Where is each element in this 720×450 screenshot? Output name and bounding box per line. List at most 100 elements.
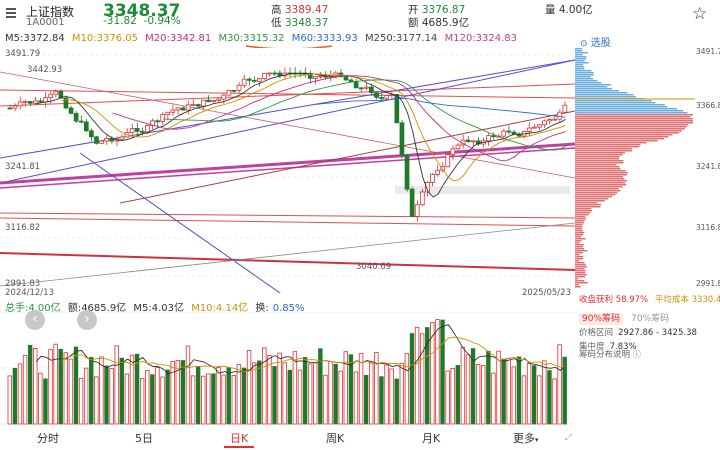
chip-bar [575, 138, 665, 140]
volume-bar [145, 370, 150, 425]
tab-weekly-k[interactable]: 周K [326, 432, 345, 445]
volume-bar [430, 322, 435, 425]
volume-bar [277, 352, 282, 425]
volume-bar [257, 360, 262, 425]
candle-body [526, 127, 532, 132]
volume-bar [226, 367, 231, 425]
candle-body [7, 107, 13, 110]
scroll-right-button[interactable]: › [77, 310, 97, 330]
volume-bar [353, 371, 359, 425]
ma10-label: M10:3376.05 [71, 33, 138, 44]
chip-bar [575, 144, 641, 146]
chip-bar [575, 56, 587, 58]
volume-bar [506, 357, 511, 425]
chip-bar [575, 78, 594, 80]
tab-more[interactable]: 更多▾ [513, 432, 539, 445]
volume-bar [394, 378, 399, 425]
candle-body [195, 104, 201, 107]
volume-bar [89, 357, 94, 425]
chip-bar [575, 162, 624, 164]
tab-monthly-k[interactable]: 月K [422, 432, 441, 445]
trend-line [0, 89, 575, 99]
candle-body [394, 94, 400, 124]
chip90-toggle[interactable]: 90%筹码 [579, 313, 624, 325]
candle-body [333, 72, 339, 76]
volume-bar [160, 376, 165, 425]
ma60-label: M60:3333.93 [291, 33, 358, 44]
price-chart[interactable] [0, 48, 575, 293]
ma20-label: M20:3342.81 [145, 33, 212, 44]
chip-axis-2: 3241.81 [696, 162, 720, 171]
candle-body [414, 204, 420, 217]
high-annotation: 3442.93 [27, 65, 63, 75]
ma-line [112, 75, 566, 162]
ma30-label: M30:3315.32 [218, 33, 285, 44]
volume-bar [119, 357, 124, 425]
chip-bar [575, 100, 652, 102]
volume-bar [338, 370, 343, 425]
volume-bar [231, 375, 236, 425]
volume-bar [475, 364, 481, 425]
candle-body [78, 120, 84, 123]
candle-body [404, 154, 410, 190]
chip70-toggle[interactable]: 70%筹码 [631, 314, 670, 324]
candle-body [139, 130, 145, 133]
volume-bar [521, 375, 527, 425]
expand-icon[interactable]: ⤢ [565, 433, 572, 442]
candle-body [129, 128, 135, 133]
concentration-row: 集中度 7.83% [579, 342, 637, 352]
volume-bar [109, 368, 114, 425]
chip-bar [575, 258, 583, 260]
candle-body [53, 90, 59, 95]
tab-intraday[interactable]: 分时 [37, 432, 59, 445]
trend-line [119, 110, 575, 204]
volume-bar [150, 374, 155, 425]
select-stock-link[interactable]: ⊙ 选股 [580, 38, 611, 49]
chip-bar [575, 116, 691, 118]
chip-explain-link[interactable]: 筹码分布说明 ⓘ [579, 350, 641, 360]
volume-bar [114, 345, 119, 425]
volume-bar [282, 362, 287, 425]
chip-bar [575, 242, 580, 244]
candle-body [226, 89, 232, 96]
chip-bar [575, 246, 584, 248]
volume-bar [531, 365, 537, 425]
chip-bar [575, 172, 628, 174]
tab-daily-k[interactable]: 日K [230, 432, 249, 445]
volume-bar [180, 360, 186, 425]
candle-body [542, 120, 547, 126]
ma-line [315, 97, 566, 118]
menu-icon[interactable] [6, 8, 16, 18]
candle-body [450, 148, 456, 155]
candle-body [465, 139, 471, 142]
chip-bar [575, 88, 613, 90]
candle-body [104, 137, 110, 142]
favorite-star-icon[interactable]: ☆ [692, 4, 708, 24]
volume-bar [440, 319, 445, 425]
chip-bar [575, 164, 617, 166]
volume-bar [363, 374, 369, 425]
candle-body [531, 126, 537, 129]
volume-bar [323, 374, 328, 425]
date-end: 2025/05/23 [522, 288, 571, 298]
volume-bar [455, 365, 460, 425]
candle-body [307, 74, 313, 79]
chip-bar [575, 158, 620, 160]
volume-chart[interactable] [0, 312, 575, 425]
trend-line [0, 147, 575, 189]
ma-line [61, 73, 566, 182]
candle-body [109, 137, 115, 142]
volume-bar [48, 349, 53, 425]
trend-line [0, 83, 575, 107]
chip-bar [575, 152, 625, 154]
chip-bar [575, 252, 584, 254]
candle-body [409, 188, 415, 217]
chip-bar [575, 216, 586, 218]
chip-bar [575, 124, 689, 126]
ma250-label: M250:3177.14 [364, 33, 438, 44]
volume-bar [139, 378, 145, 425]
scroll-left-button[interactable]: ‹ [25, 310, 45, 330]
tab-5day[interactable]: 5日 [135, 432, 153, 445]
candle-body [353, 81, 359, 89]
volume-bar [562, 356, 567, 425]
